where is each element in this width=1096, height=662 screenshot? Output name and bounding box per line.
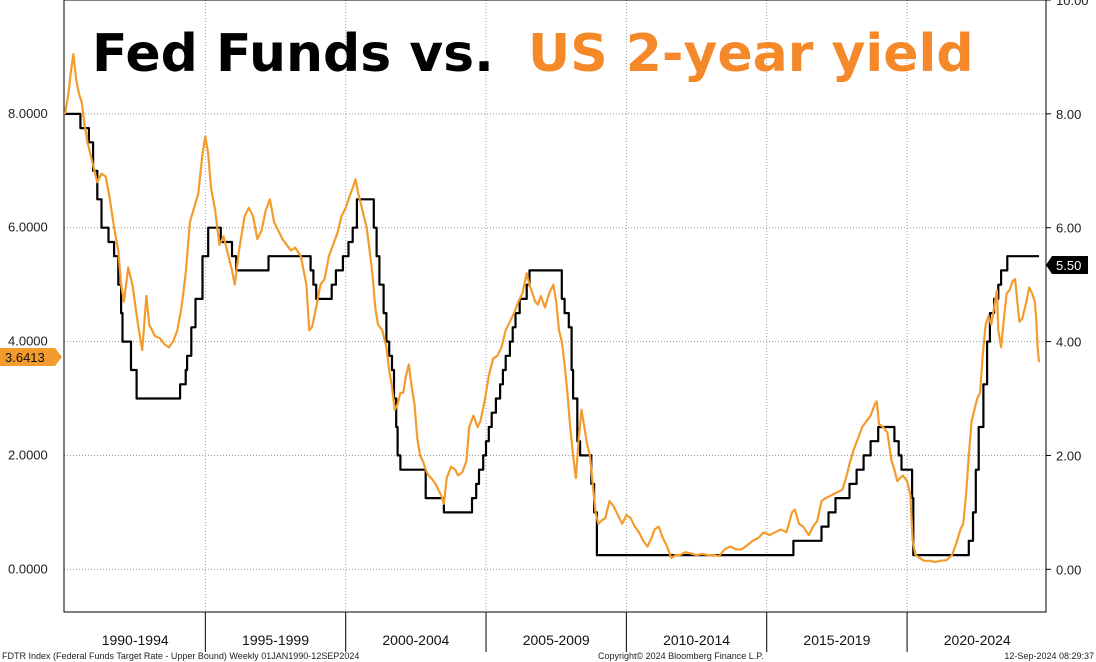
right-tick-label: 4.00 (1056, 335, 1081, 350)
left-tick-label: 4.0000 (8, 334, 48, 349)
right-tick-label: 2.00 (1056, 448, 1081, 463)
footer-source: FDTR Index (Federal Funds Target Rate - … (2, 651, 359, 661)
x-category-label: 2000-2004 (382, 632, 449, 648)
chart-title: Fed Funds vs. US 2-year yield (92, 24, 974, 84)
x-category-label: 2005-2009 (523, 632, 590, 648)
right-badge-text: 5.50 (1056, 258, 1081, 273)
title-part-us-2y: US 2-year yield (528, 24, 974, 84)
left-tick-label: 6.0000 (8, 220, 48, 235)
x-category-label: 2010-2014 (663, 632, 730, 648)
left-last-value-badge: 3.6413 (0, 348, 62, 366)
right-tick-label: 0.00 (1056, 562, 1081, 577)
left-tick-label: 0.0000 (8, 561, 48, 576)
x-category-label: 2015-2019 (803, 632, 870, 648)
right-axis: 0.00 2.00 4.00 6.00 8.00 10.00 (1046, 0, 1089, 577)
right-last-value-badge: 5.50 (1046, 256, 1088, 274)
left-badge-text: 3.6413 (5, 350, 45, 365)
left-axis: 0.0000 2.0000 4.0000 6.0000 8.0000 (8, 106, 48, 576)
x-axis: 1990-1994 1995-1999 2000-2004 2005-2009 2010… (102, 612, 1011, 652)
vertical-gridlines (204, 0, 908, 612)
left-tick-label: 8.0000 (8, 106, 48, 121)
left-tick-label: 2.0000 (8, 447, 48, 462)
right-tick-label: 8.00 (1056, 107, 1081, 122)
left-badge-shape (0, 348, 62, 366)
x-category-label: 1995-1999 (242, 632, 309, 648)
plot-frame (63, 0, 1047, 613)
right-badge-shape (1046, 256, 1088, 274)
x-category-label: 2020-2024 (944, 632, 1011, 648)
fed-funds-line (65, 112, 1039, 557)
us-2y-yield-line (63, 53, 1041, 563)
right-tick-label: 6.00 (1056, 221, 1081, 236)
footer-timestamp: 12-Sep-2024 08:29:37 (1004, 651, 1094, 661)
x-category-label: 1990-1994 (102, 632, 169, 648)
footer-copyright: Copyright© 2024 Bloomberg Finance L.P. (598, 651, 764, 661)
series-layer (63, 53, 1041, 563)
right-tick-label: 10.00 (1056, 0, 1089, 8)
title-part-fed-funds: Fed Funds vs. (92, 24, 494, 84)
